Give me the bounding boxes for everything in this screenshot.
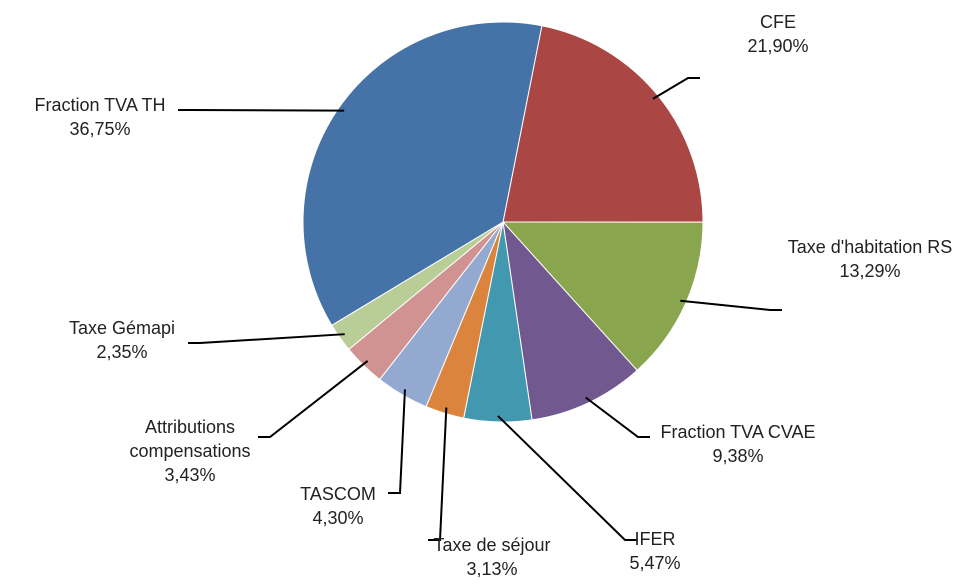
value-label: 2,35% xyxy=(96,342,148,362)
leader-line xyxy=(388,389,406,494)
category-label: Attributions compensations xyxy=(129,417,251,461)
leader-line xyxy=(680,299,782,311)
value-label: 21,90% xyxy=(747,36,809,56)
slice-label: IFER 5,47% xyxy=(605,527,705,575)
category-label: Taxe d'habitation RS xyxy=(787,237,953,257)
slice-label: TASCOM 4,30% xyxy=(283,482,393,530)
slice-label: Attributions compensations 3,43% xyxy=(105,415,275,487)
value-label: 36,75% xyxy=(69,119,131,139)
slice-label: Fraction TVA CVAE 9,38% xyxy=(628,420,848,468)
leader-line xyxy=(178,109,345,112)
leader-line xyxy=(428,407,448,541)
leader-line xyxy=(652,77,700,100)
slice-label: Taxe de séjour 3,13% xyxy=(407,533,577,581)
slice-label: CFE 21,90% xyxy=(718,10,838,58)
slice-label: Fraction TVA TH 36,75% xyxy=(5,93,195,141)
value-label: 4,30% xyxy=(312,508,364,528)
category-label: CFE xyxy=(760,12,796,32)
value-label: 13,29% xyxy=(839,261,901,281)
value-label: 3,13% xyxy=(466,559,518,579)
slice-label: Taxe d'habitation RS 13,29% xyxy=(785,235,955,283)
pie-slice xyxy=(501,221,704,372)
leader-line xyxy=(585,396,650,438)
category-label: Fraction TVA TH xyxy=(34,95,166,115)
pie-slice xyxy=(502,220,638,421)
category-label: Taxe Gémapi xyxy=(68,318,176,338)
value-label: 9,38% xyxy=(712,446,764,466)
category-label: Taxe de séjour xyxy=(433,535,551,555)
slice-label: Taxe Gémapi 2,35% xyxy=(52,316,192,364)
leader-line xyxy=(258,360,369,438)
category-label: Fraction TVA CVAE xyxy=(660,422,816,442)
category-label: IFER xyxy=(634,529,676,549)
leader-line xyxy=(188,333,345,344)
value-label: 3,43% xyxy=(164,465,216,485)
value-label: 5,47% xyxy=(629,553,681,573)
pie-slice xyxy=(302,21,543,326)
category-label: TASCOM xyxy=(300,484,376,504)
leader-line xyxy=(497,415,637,541)
